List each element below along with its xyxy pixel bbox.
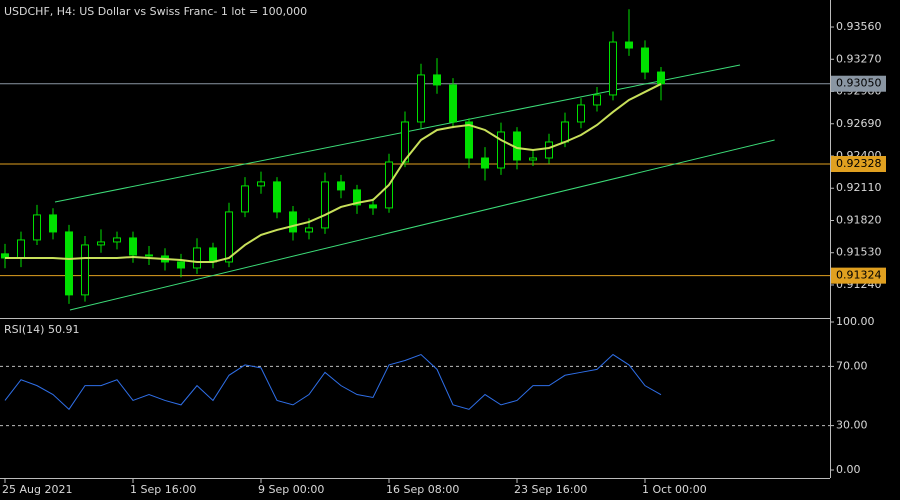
candle-body — [193, 247, 201, 269]
candle-body — [561, 121, 569, 143]
candle-body — [433, 74, 441, 86]
candle-body — [81, 244, 89, 296]
y-tick-label: 0.93270 — [836, 52, 882, 65]
candle-body — [401, 121, 409, 163]
candle-body — [305, 227, 313, 233]
candle-body — [257, 181, 265, 187]
candle-body — [529, 157, 537, 161]
candle-body — [289, 211, 297, 233]
candle-body — [273, 181, 281, 213]
trendline — [54, 64, 741, 203]
candle-body — [65, 231, 73, 296]
moving-average — [5, 83, 662, 263]
candle-body — [225, 211, 233, 263]
chart-title: USDCHF, H4: US Dollar vs Swiss Franc- 1 … — [4, 5, 307, 18]
x-tick-label: 9 Sep 00:00 — [258, 483, 324, 496]
rsi-pane — [0, 353, 830, 427]
candle-body — [625, 41, 633, 49]
y-tick-label: 0.00 — [836, 463, 861, 476]
level-tag — [831, 75, 886, 92]
candle-body — [657, 71, 665, 85]
candle-body — [49, 214, 57, 233]
candle-body — [17, 239, 25, 259]
candle-body — [337, 181, 345, 191]
y-tick-label: 30.00 — [836, 419, 868, 432]
candle-body — [113, 237, 121, 243]
candle-body — [145, 254, 153, 257]
level-tag-label: 0.92328 — [836, 157, 882, 170]
y-tick-label: 70.00 — [836, 359, 868, 372]
candle-body — [353, 189, 361, 206]
candle-body — [417, 74, 425, 123]
candle-body — [33, 214, 41, 241]
trendline — [69, 139, 775, 311]
candle-body — [609, 41, 617, 96]
candle-body — [241, 185, 249, 213]
candle-body — [545, 141, 553, 159]
level-tag — [831, 267, 886, 284]
x-tick-label: 1 Oct 00:00 — [642, 483, 707, 496]
x-tick-label: 23 Sep 16:00 — [514, 483, 587, 496]
candle-body — [369, 204, 377, 209]
axes: 0.935600.932700.929800.926900.924000.921… — [2, 20, 886, 496]
candle-body — [129, 237, 137, 256]
y-tick-label: 0.91530 — [836, 246, 882, 259]
candle-body — [321, 181, 329, 229]
y-tick-label: 0.92110 — [836, 181, 882, 194]
candle-body — [641, 47, 649, 73]
candle-body — [465, 121, 473, 159]
y-tick-label: 0.92690 — [836, 117, 882, 130]
candle-body — [449, 84, 457, 123]
x-tick-label: 25 Aug 2021 — [2, 483, 72, 496]
x-tick-label: 1 Sep 16:00 — [130, 483, 196, 496]
level-tag-label: 0.91324 — [836, 269, 882, 282]
y-tick-label: 100.00 — [836, 315, 875, 328]
rsi-title: RSI(14) 50.91 — [4, 323, 79, 336]
x-tick-label: 16 Sep 08:00 — [386, 483, 459, 496]
candle-body — [97, 241, 105, 246]
level-tag — [831, 156, 886, 173]
y-tick-label: 0.91820 — [836, 213, 882, 226]
rsi-line — [4, 353, 662, 411]
y-tick-label: 0.93560 — [836, 20, 882, 33]
candle-body — [593, 94, 601, 106]
price-pane — [0, 9, 830, 311]
candle-body — [177, 261, 185, 269]
candle-body — [209, 247, 217, 263]
candle-body — [577, 104, 585, 123]
candle-body — [481, 157, 489, 169]
candle-body — [497, 131, 505, 169]
level-tag-label: 0.93050 — [836, 77, 882, 90]
